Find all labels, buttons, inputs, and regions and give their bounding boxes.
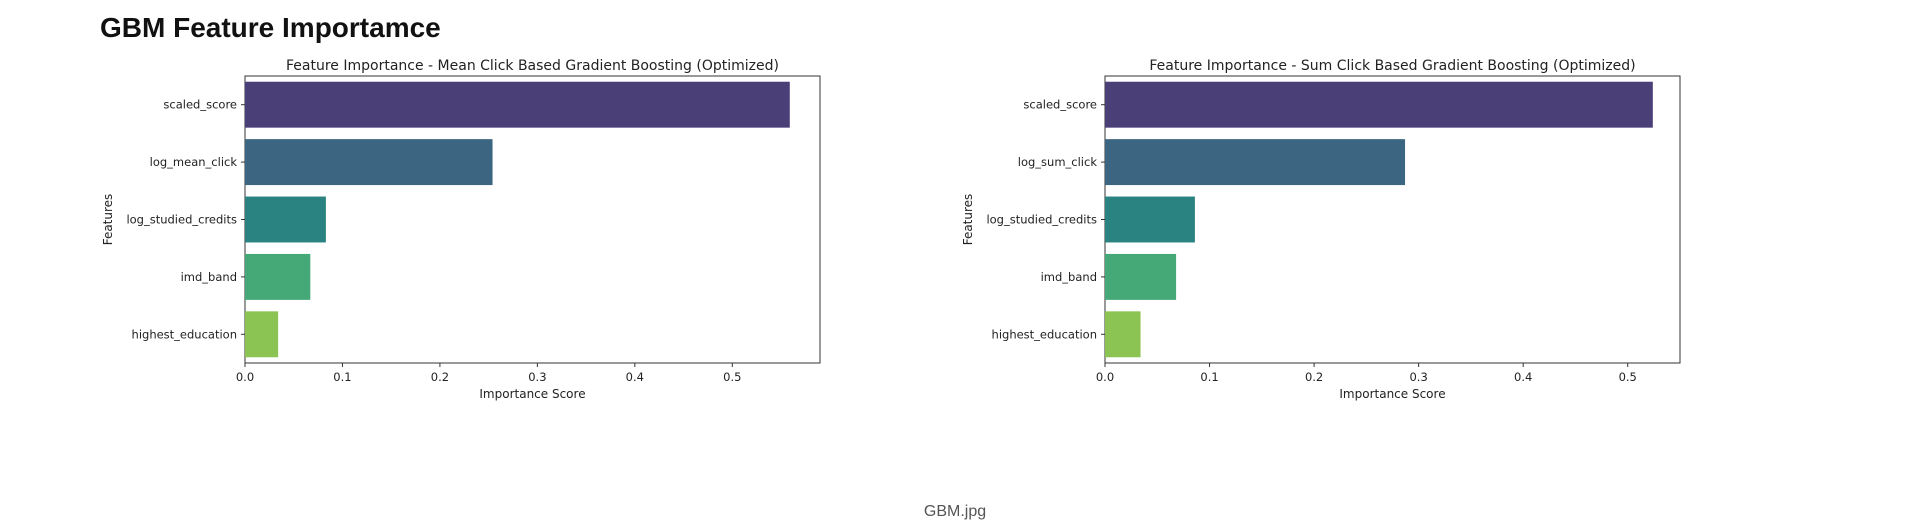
bar-log-studied-credits	[245, 196, 326, 243]
mean-click-feature-importance-chart: Feature Importance - Mean Click Based Gr…	[101, 58, 821, 401]
bar-imd-band	[1105, 253, 1177, 300]
x-tick-label: 0.2	[431, 370, 449, 384]
x-tick-label: 0.0	[1096, 370, 1114, 384]
y-tick-label: scaled_score	[1023, 98, 1097, 112]
y-tick-label: highest_education	[132, 327, 237, 341]
bar-scaled-score	[1105, 81, 1653, 128]
bar-log-studied-credits	[1105, 196, 1195, 243]
image-caption: GBM.jpg	[923, 503, 987, 520]
y-tick-label: highest_education	[992, 327, 1097, 341]
y-tick-label: log_mean_click	[150, 155, 238, 169]
y-tick-label: log_studied_credits	[126, 213, 237, 227]
x-tick-label: 0.0	[236, 370, 254, 384]
x-tick-label: 0.5	[723, 370, 741, 384]
page-title: GBM Feature Importamce	[100, 12, 441, 43]
chart-title: Feature Importance - Sum Click Based Gra…	[1149, 58, 1635, 74]
x-tick-label: 0.3	[528, 370, 546, 384]
y-tick-label: imd_band	[1041, 270, 1097, 284]
x-tick-label: 0.2	[1305, 370, 1323, 384]
bar-highest-education	[245, 311, 279, 358]
y-tick-label: imd_band	[181, 270, 237, 284]
y-tick-label: log_sum_click	[1018, 155, 1098, 169]
chart-title: Feature Importance - Mean Click Based Gr…	[286, 58, 779, 74]
bar-highest-education	[1105, 311, 1141, 358]
sum-click-feature-importance-chart: Feature Importance - Sum Click Based Gra…	[961, 58, 1681, 401]
x-tick-label: 0.1	[1200, 370, 1218, 384]
x-tick-label: 0.4	[626, 370, 644, 384]
bar-log-sum-click	[1105, 139, 1406, 186]
bar-log-mean-click	[245, 139, 493, 186]
y-tick-label: scaled_score	[163, 98, 237, 112]
x-tick-label: 0.4	[1514, 370, 1532, 384]
y-tick-label: log_studied_credits	[986, 213, 1097, 227]
bar-imd-band	[245, 253, 311, 300]
x-axis-label: Importance Score	[479, 387, 585, 401]
y-axis-label: Features	[101, 194, 115, 246]
x-tick-label: 0.3	[1409, 370, 1427, 384]
bar-scaled-score	[245, 81, 790, 128]
x-tick-label: 0.1	[333, 370, 351, 384]
x-tick-label: 0.5	[1619, 370, 1637, 384]
y-axis-label: Features	[961, 194, 975, 246]
x-axis-label: Importance Score	[1339, 387, 1445, 401]
